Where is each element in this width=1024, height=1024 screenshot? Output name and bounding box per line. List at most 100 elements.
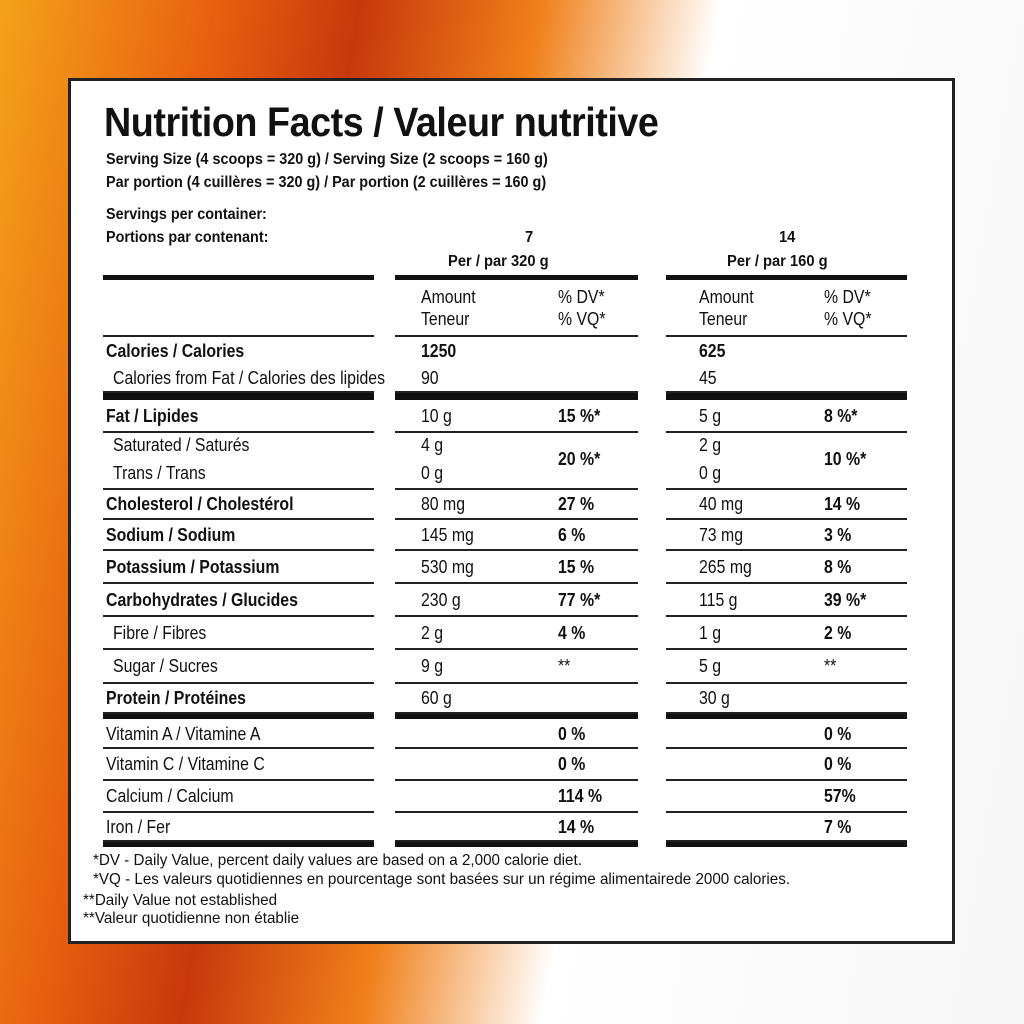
thick-bar-3 bbox=[666, 393, 907, 400]
amount-320g: 9 g bbox=[421, 656, 444, 676]
row-label: Potassium / Potassium bbox=[106, 556, 280, 577]
dv-160g: 8 % bbox=[824, 556, 852, 577]
amount-160g: 45 bbox=[699, 368, 717, 388]
row-divider bbox=[666, 813, 907, 842]
row-divider bbox=[103, 720, 374, 749]
row-divider bbox=[103, 281, 374, 337]
row-divider bbox=[103, 401, 374, 433]
amount-header-1: Amount bbox=[421, 287, 476, 307]
dv-header-1: % DV* bbox=[558, 287, 605, 307]
header-bar-2 bbox=[395, 275, 638, 280]
dv-320g: 77 %* bbox=[558, 589, 601, 610]
dv-header-2: % DV* bbox=[824, 287, 871, 307]
row-divider bbox=[666, 365, 907, 393]
thick-bar-1 bbox=[103, 393, 374, 400]
amount-160g: 73 mg bbox=[699, 524, 744, 545]
row-divider bbox=[103, 813, 374, 842]
dv-320g: 114 % bbox=[558, 786, 603, 806]
row-divider bbox=[395, 584, 638, 617]
row-divider bbox=[666, 433, 907, 490]
dv-320g: 15 % bbox=[558, 556, 595, 577]
row-divider bbox=[666, 520, 907, 551]
row-divider bbox=[103, 520, 374, 551]
amount-header-2: Amount bbox=[699, 287, 754, 307]
row-divider bbox=[395, 749, 638, 781]
dv-160g: 0 % bbox=[824, 754, 852, 774]
row-divider bbox=[103, 365, 374, 393]
header-bar-1 bbox=[103, 275, 374, 280]
amount-320g: 80 mg bbox=[421, 494, 466, 514]
row-divider bbox=[666, 281, 907, 337]
bottom-bar-2 bbox=[395, 842, 638, 847]
footnote-dv-not-established: **Daily Value not established bbox=[83, 892, 278, 909]
amount-320g: 10 g bbox=[421, 406, 452, 426]
amount-160g: 1 g bbox=[699, 622, 722, 643]
amount-320g: 1250 bbox=[421, 340, 457, 361]
row-label: Calories / Calories bbox=[106, 340, 245, 361]
dv-160g: 3 % bbox=[824, 524, 852, 545]
row-divider bbox=[395, 813, 638, 842]
amount-320g: 60 g bbox=[421, 688, 452, 708]
servings-count-2: 14 bbox=[779, 229, 796, 246]
amount-160g: 30 g bbox=[699, 688, 730, 708]
amount-320g: 230 g bbox=[421, 589, 461, 610]
dv-160g: 7 % bbox=[824, 816, 852, 837]
thick-bar-3 bbox=[666, 714, 907, 719]
row-divider bbox=[103, 433, 374, 490]
row-divider bbox=[395, 281, 638, 337]
thick-bar-1 bbox=[103, 714, 374, 719]
row-divider bbox=[395, 720, 638, 749]
dv-320g: 0 % bbox=[558, 754, 586, 774]
vq-header-1: % VQ* bbox=[558, 309, 606, 329]
row-divider bbox=[666, 584, 907, 617]
bottom-bar-3 bbox=[666, 842, 907, 847]
amount-320g: 145 mg bbox=[421, 524, 474, 545]
row-divider bbox=[103, 584, 374, 617]
row-divider bbox=[395, 520, 638, 551]
servings-count-1: 7 bbox=[525, 229, 534, 246]
dv-160g: ** bbox=[824, 656, 837, 676]
bottom-bar-1 bbox=[103, 842, 374, 847]
dv-160g: 10 %* bbox=[824, 449, 867, 469]
row-label: Cholesterol / Cholestérol bbox=[106, 494, 294, 514]
dv-320g: 4 % bbox=[558, 622, 586, 643]
row-divider bbox=[395, 617, 638, 650]
row-label: Iron / Fer bbox=[106, 816, 171, 837]
row-label: Vitamin A / Vitamine A bbox=[106, 723, 261, 744]
row-label: Vitamin C / Vitamine C bbox=[106, 754, 265, 774]
dv-320g: 0 % bbox=[558, 723, 586, 744]
row-divider bbox=[666, 551, 907, 584]
row-divider bbox=[666, 720, 907, 749]
servings-per-container-fr: Portions par contenant: bbox=[106, 229, 269, 246]
serving-size-fr: Par portion (4 cuillères = 320 g) / Par … bbox=[106, 174, 547, 191]
dv-160g: 39 %* bbox=[824, 589, 867, 610]
row-divider bbox=[666, 401, 907, 433]
row-divider bbox=[395, 684, 638, 714]
row-label: Calories from Fat / Calories des lipides bbox=[113, 368, 386, 388]
row-divider bbox=[666, 684, 907, 714]
per-320g: Per / par 320 g bbox=[448, 253, 549, 270]
dv-320g: 15 %* bbox=[558, 406, 601, 426]
footnote-vq-not-established: **Valeur quotidienne non établie bbox=[83, 910, 300, 927]
row-divider bbox=[666, 749, 907, 781]
row-divider bbox=[103, 490, 374, 520]
row-divider bbox=[666, 781, 907, 813]
row-label: Fibre / Fibres bbox=[113, 622, 207, 643]
amount-160g: 40 mg bbox=[699, 494, 744, 514]
amount-160g: 2 g bbox=[699, 435, 722, 455]
dv-320g: 20 %* bbox=[558, 449, 601, 469]
amount-160g-sub: 0 g bbox=[699, 463, 722, 483]
amount-160g: 5 g bbox=[699, 406, 722, 426]
row-label: Protein / Protéines bbox=[106, 688, 246, 708]
row-label: Sugar / Sucres bbox=[113, 656, 218, 676]
dv-160g: 14 % bbox=[824, 494, 861, 514]
dv-320g: 6 % bbox=[558, 524, 586, 545]
dv-160g: 57% bbox=[824, 786, 856, 806]
row-divider bbox=[103, 684, 374, 714]
row-divider bbox=[395, 401, 638, 433]
amount-320g: 90 bbox=[421, 368, 439, 388]
amount-320g-sub: 0 g bbox=[421, 463, 444, 483]
row-label: Carbohydrates / Glucides bbox=[106, 589, 298, 610]
row-label: Fat / Lipides bbox=[106, 406, 199, 426]
row-divider bbox=[395, 490, 638, 520]
